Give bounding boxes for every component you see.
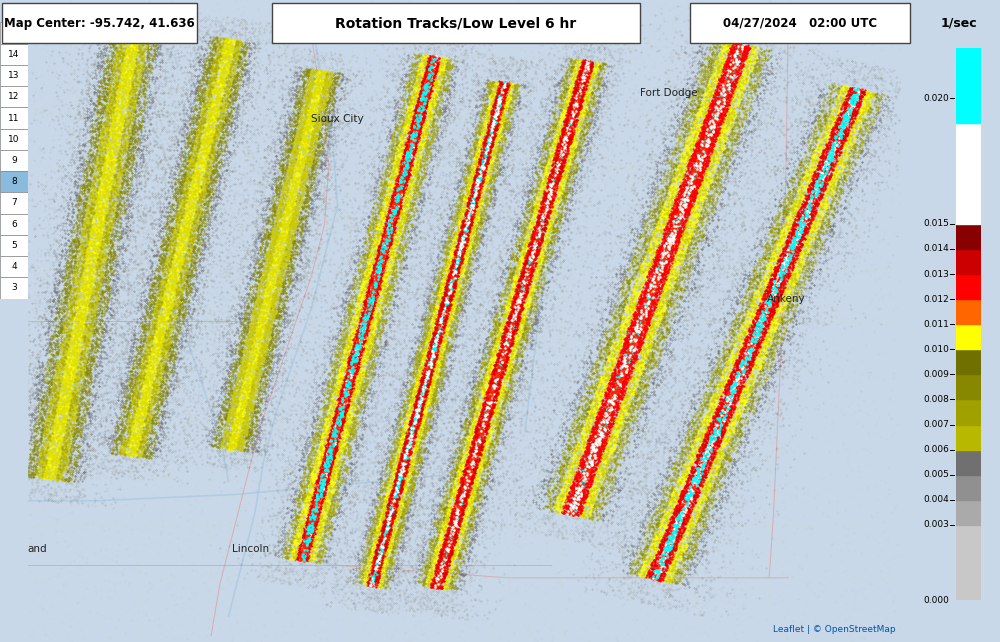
Bar: [0, 193, 28, 214]
Bar: [956, 475, 981, 500]
Bar: [956, 374, 981, 399]
Bar: [0, 277, 28, 299]
Text: 0.014: 0.014: [923, 245, 949, 254]
Text: 13: 13: [8, 71, 20, 80]
Text: 6: 6: [11, 220, 17, 229]
Text: 0.013: 0.013: [923, 270, 949, 279]
Bar: [0, 128, 28, 150]
Bar: [0, 107, 28, 128]
Text: 0.004: 0.004: [923, 496, 949, 505]
Text: 0.009: 0.009: [923, 370, 949, 379]
Bar: [0, 235, 28, 256]
Bar: [0, 256, 28, 277]
Text: Ankeny: Ankeny: [767, 293, 806, 304]
Text: 5: 5: [11, 241, 17, 250]
Bar: [956, 123, 981, 224]
Text: Fort Dodge: Fort Dodge: [640, 88, 698, 98]
Bar: [956, 299, 981, 324]
Text: Sioux City: Sioux City: [311, 114, 364, 124]
Text: 9: 9: [11, 156, 17, 165]
Bar: [956, 48, 981, 123]
Text: Leaflet | © OpenStreetMap: Leaflet | © OpenStreetMap: [773, 625, 896, 634]
Text: 0.008: 0.008: [923, 395, 949, 404]
Bar: [956, 324, 981, 349]
Text: 0.015: 0.015: [923, 220, 949, 229]
Text: 0.007: 0.007: [923, 420, 949, 429]
Text: 11: 11: [8, 114, 20, 123]
Text: 0.011: 0.011: [923, 320, 949, 329]
Bar: [0, 214, 28, 235]
Bar: [0, 171, 28, 193]
Bar: [0, 44, 28, 65]
Text: 15: 15: [8, 29, 20, 38]
Text: 7: 7: [11, 198, 17, 207]
Text: 1/sec: 1/sec: [940, 16, 977, 29]
Bar: [956, 249, 981, 274]
Bar: [956, 525, 981, 600]
Text: Lincoln: Lincoln: [232, 544, 269, 554]
Text: 0.012: 0.012: [923, 295, 949, 304]
Text: 0.010: 0.010: [923, 345, 949, 354]
Bar: [690, 3, 910, 43]
Bar: [0, 65, 28, 86]
Text: 14: 14: [8, 50, 20, 59]
Bar: [956, 274, 981, 299]
Text: Map Center: -95.742, 41.636: Map Center: -95.742, 41.636: [4, 17, 194, 30]
Text: 0.000: 0.000: [923, 596, 949, 605]
Text: 8: 8: [11, 177, 17, 186]
Bar: [956, 424, 981, 449]
Text: 0.005: 0.005: [923, 471, 949, 480]
Bar: [956, 449, 981, 475]
Text: 3: 3: [11, 283, 17, 292]
Bar: [272, 3, 640, 43]
Bar: [2, 3, 197, 43]
Text: 0.020: 0.020: [923, 94, 949, 103]
Text: 0.003: 0.003: [923, 521, 949, 530]
Bar: [956, 224, 981, 249]
Bar: [0, 22, 28, 44]
Text: 0.006: 0.006: [923, 445, 949, 454]
Text: 04/27/2024   02:00 UTC: 04/27/2024 02:00 UTC: [723, 17, 877, 30]
Text: and: and: [27, 544, 47, 554]
Text: 12: 12: [8, 92, 20, 101]
Text: 10: 10: [8, 135, 20, 144]
Bar: [0, 150, 28, 171]
Text: 4: 4: [11, 262, 17, 271]
Bar: [956, 500, 981, 525]
Bar: [0, 86, 28, 107]
Bar: [956, 349, 981, 374]
Text: Rotation Tracks/Low Level 6 hr: Rotation Tracks/Low Level 6 hr: [335, 16, 577, 30]
Bar: [956, 399, 981, 424]
